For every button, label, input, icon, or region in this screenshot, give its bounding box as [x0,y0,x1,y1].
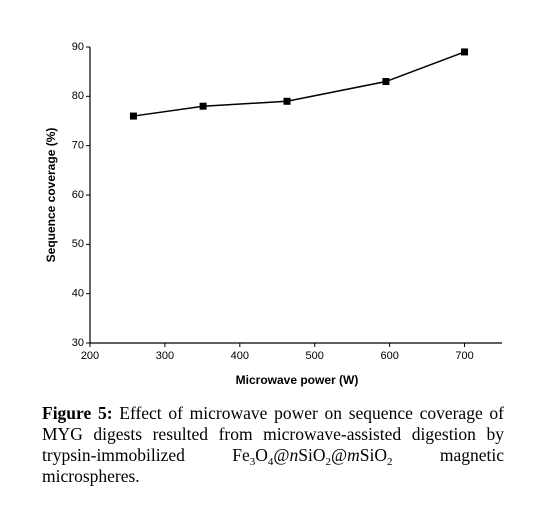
chart: Microwave power (W) Sequence coverage (%… [44,41,502,387]
caption-text: SiO [298,445,326,465]
caption-text: SiO [359,445,387,465]
y-tick-label: 40 [72,288,84,300]
caption-label: Figure 5: [42,403,113,423]
caption-text: @ [331,445,348,465]
caption-text: Effect of microwave power on sequence co… [42,403,504,465]
caption-text: O [255,445,268,465]
x-tick-label: 200 [81,350,99,362]
x-tick-label: 500 [306,350,324,362]
data-point [461,48,469,56]
data-point [199,102,207,110]
y-tick-label: 90 [72,41,84,53]
x-tick-label: 300 [156,350,174,362]
caption-text: magnetic microspheres. [42,445,504,486]
caption-text: m [347,445,360,465]
data-point [382,78,390,86]
data-point [129,112,137,120]
data-point [283,97,291,105]
y-tick-label: 70 [72,140,84,152]
y-tick-label: 30 [72,337,84,349]
caption-text: 2 [387,456,393,468]
y-tick-label: 50 [72,238,84,250]
caption-text: n [289,445,299,465]
y-axis-title: Sequence coverage (%) [44,128,58,263]
x-tick-label: 700 [455,350,473,362]
x-tick-label: 600 [380,350,398,362]
series-line [133,51,465,117]
y-tick-label: 80 [72,90,84,102]
caption: Figure 5: Effect of microwave power on s… [42,403,504,487]
caption-text: 4 [267,456,274,468]
caption-text: 3 [249,456,256,468]
caption-text: 2 [325,456,332,468]
caption-text: @ [273,445,290,465]
x-axis-title: Microwave power (W) [236,373,359,387]
y-tick-label: 60 [72,189,84,201]
x-tick-label: 400 [231,350,249,362]
